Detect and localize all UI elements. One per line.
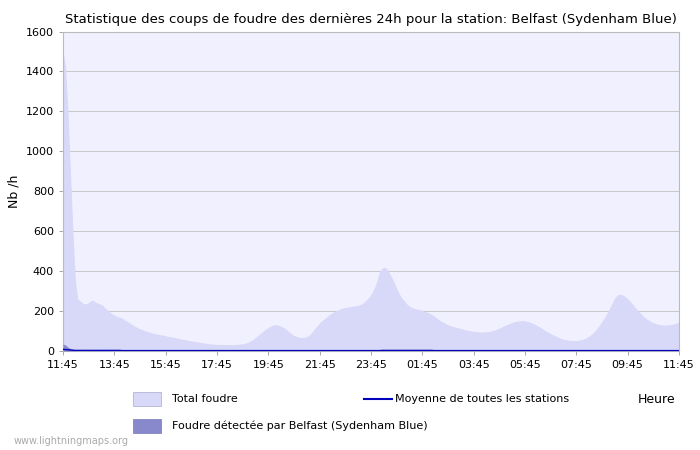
Text: Total foudre: Total foudre [172,394,237,404]
Text: Moyenne de toutes les stations: Moyenne de toutes les stations [395,394,570,404]
Title: Statistique des coups de foudre des dernières 24h pour la station: Belfast (Syde: Statistique des coups de foudre des dern… [65,13,677,26]
Text: Heure: Heure [638,393,676,405]
Text: www.lightningmaps.org: www.lightningmaps.org [14,436,129,446]
Y-axis label: Nb /h: Nb /h [7,175,20,208]
Text: Foudre détectée par Belfast (Sydenham Blue): Foudre détectée par Belfast (Sydenham Bl… [172,421,427,432]
